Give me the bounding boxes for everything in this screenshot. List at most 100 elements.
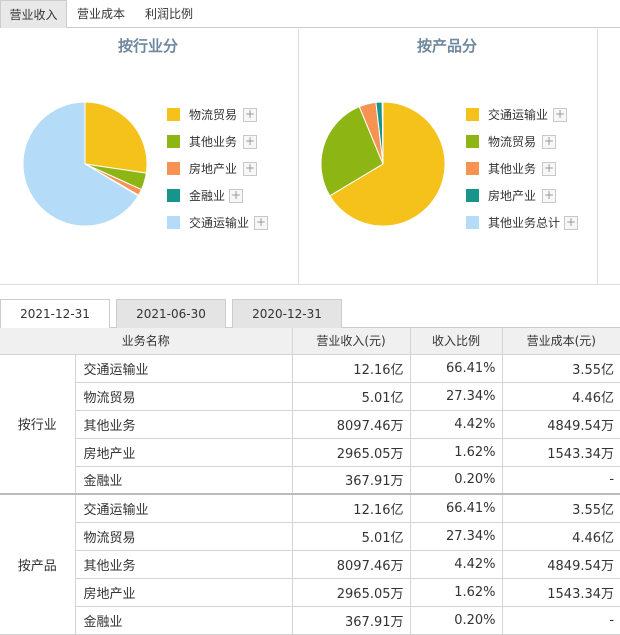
legend-label: 物流贸易 [488, 135, 537, 149]
table-row: 金融业 367.91万 0.20% - [0, 466, 620, 495]
legend-label: 交通运输业 [488, 108, 549, 122]
cell-ratio: 1.62% [410, 578, 503, 607]
section-divider [0, 284, 620, 285]
legend-swatch [466, 135, 479, 148]
expand-button[interactable]: + [254, 215, 268, 230]
table-row: 物流贸易 5.01亿 27.34% 4.46亿 [0, 522, 620, 551]
legend-label: 其他业务 [488, 162, 537, 176]
legend-swatch [466, 108, 479, 121]
cell-ratio: 0.20% [410, 466, 503, 495]
cell-revenue: 367.91万 [292, 606, 411, 635]
product-legend: 交通运输业 + 物流贸易 + 其他业务 + 房地产业 + 其他业务总计 + [466, 106, 596, 246]
cell-ratio: 0.20% [410, 606, 503, 635]
legend-label: 其他业务 [189, 135, 238, 149]
expand-button[interactable]: + [542, 134, 556, 149]
cell-revenue: 2965.05万 [292, 438, 411, 467]
cell-name: 金融业 [75, 466, 293, 495]
expand-button[interactable]: + [243, 134, 257, 149]
expand-button[interactable]: + [229, 188, 243, 203]
date-tab-bar: 2021-12-31 2021-06-30 2020-12-31 [0, 299, 620, 329]
legend-swatch [167, 216, 180, 229]
cell-revenue: 5.01亿 [292, 382, 411, 411]
legend-swatch [466, 216, 479, 229]
product-pie-chart [320, 101, 446, 227]
table-row: 物流贸易 5.01亿 27.34% 4.46亿 [0, 382, 620, 411]
expand-button[interactable]: + [243, 107, 257, 122]
legend-label: 房地产业 [488, 189, 537, 203]
table-row: 房地产业 2965.05万 1.62% 1543.34万 [0, 438, 620, 467]
legend-label: 交通运输业 [189, 216, 250, 230]
revenue-table: 业务名称 营业收入(元) 收入比例 营业成本(元) 按行业 交通运输业 12.1… [0, 328, 620, 635]
group-label-industry: 按行业 [0, 354, 76, 495]
legend-swatch [167, 135, 180, 148]
legend-swatch [466, 162, 479, 175]
tab-revenue[interactable]: 营业收入 [0, 0, 67, 28]
cell-cost: 1543.34万 [502, 438, 620, 467]
cell-name: 金融业 [75, 606, 293, 635]
cell-name: 房地产业 [75, 578, 293, 607]
legend-swatch [167, 108, 180, 121]
cell-cost: 1543.34万 [502, 578, 620, 607]
cell-revenue: 12.16亿 [292, 354, 411, 383]
cell-name: 物流贸易 [75, 522, 293, 551]
industry-chart-title: 按行业分 [117, 37, 178, 55]
cell-revenue: 12.16亿 [292, 493, 411, 523]
cell-ratio: 27.34% [410, 382, 503, 411]
cell-name: 其他业务 [75, 410, 293, 439]
cell-name: 物流贸易 [75, 382, 293, 411]
cell-cost: 4.46亿 [502, 382, 620, 411]
pie-slice-物流贸易[interactable] [84, 101, 148, 174]
legend-swatch [167, 189, 180, 202]
table-row: 其他业务 8097.46万 4.42% 4849.54万 [0, 550, 620, 579]
cell-revenue: 8097.46万 [292, 410, 411, 439]
cell-revenue: 5.01亿 [292, 522, 411, 551]
panel-divider [298, 29, 299, 285]
expand-button[interactable]: + [542, 161, 556, 176]
table-row: 按产品 交通运输业 12.16亿 66.41% 3.55亿 [0, 493, 620, 635]
expand-button[interactable]: + [243, 161, 257, 176]
cell-cost: 4.46亿 [502, 522, 620, 551]
tab-2021-06-30[interactable]: 2021-06-30 [116, 299, 226, 328]
table-row: 按行业 交通运输业 12.16亿 66.41% 3.55亿 [0, 354, 620, 495]
cell-cost: 4849.54万 [502, 550, 620, 579]
cell-name: 其他业务 [75, 550, 293, 579]
cell-ratio: 4.42% [410, 550, 503, 579]
product-chart-title: 按产品分 [416, 37, 477, 55]
industry-chart-panel: 按行业分 物流贸易 + 其他业务 + 房地产业 + 金融业 + 交通运输业 + [0, 29, 298, 284]
cell-cost: - [502, 606, 620, 635]
pie-slice-物流贸易[interactable] [320, 106, 384, 197]
table-row: 金融业 367.91万 0.20% - [0, 606, 620, 635]
group-label-product: 按产品 [0, 493, 76, 635]
tab-2021-12-31[interactable]: 2021-12-31 [0, 299, 110, 329]
pie-slice-交通运输业[interactable] [329, 101, 446, 227]
expand-button[interactable]: + [564, 215, 578, 230]
cell-revenue: 367.91万 [292, 466, 411, 495]
legend-swatch [466, 189, 479, 202]
legend-label: 房地产业 [189, 162, 238, 176]
legend-label: 金融业 [189, 189, 226, 203]
header-business-name: 业务名称 [0, 328, 293, 355]
pie-slice-交通运输业[interactable] [22, 101, 139, 227]
cell-ratio: 4.42% [410, 410, 503, 439]
cell-revenue: 2965.05万 [292, 578, 411, 607]
table-header-row: 业务名称 营业收入(元) 收入比例 营业成本(元) [0, 328, 620, 355]
cell-ratio: 1.62% [410, 438, 503, 467]
cell-cost: 4849.54万 [502, 410, 620, 439]
tab-cost[interactable]: 营业成本 [76, 7, 125, 21]
cell-name: 交通运输业 [75, 354, 293, 383]
tab-profit-ratio[interactable]: 利润比例 [144, 7, 193, 21]
industry-pie-chart [22, 101, 148, 227]
cell-revenue: 8097.46万 [292, 550, 411, 579]
expand-button[interactable]: + [553, 107, 567, 122]
legend-label: 物流贸易 [189, 108, 238, 122]
cell-ratio: 66.41% [410, 493, 503, 523]
product-chart-panel: 按产品分 交通运输业 + 物流贸易 + 其他业务 + 房地产业 + 其他业务总计… [299, 29, 597, 284]
header-cost: 营业成本(元) [502, 328, 620, 355]
top-tab-bar: 营业收入 营业成本 利润比例 [0, 0, 620, 28]
cell-cost: - [502, 466, 620, 495]
pie-slice-其他业务总计[interactable] [381, 101, 384, 165]
tab-2020-12-31[interactable]: 2020-12-31 [232, 299, 342, 328]
cell-name: 交通运输业 [75, 493, 293, 523]
cell-name: 房地产业 [75, 438, 293, 467]
expand-button[interactable]: + [542, 188, 556, 203]
